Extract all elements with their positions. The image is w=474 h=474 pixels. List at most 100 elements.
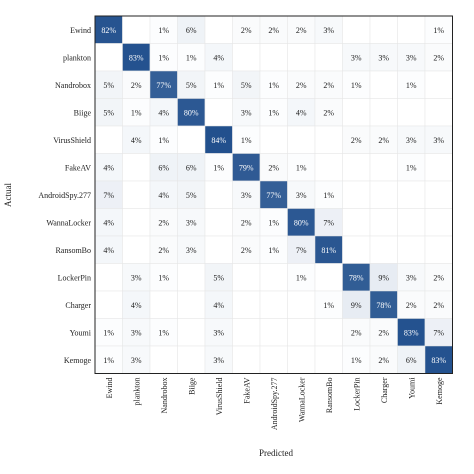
heatmap-cell [287, 15, 316, 44]
heatmap-cell [342, 180, 371, 209]
heatmap-cell [149, 235, 178, 264]
cell-value-label: 1% [186, 53, 197, 62]
heatmap-cell [122, 263, 151, 292]
heatmap-cell [94, 235, 123, 264]
heatmap-cell [369, 15, 398, 44]
heatmap-cell [232, 70, 261, 99]
x-tick-label-androidspy-277: AndroidSpy.277 [270, 378, 279, 431]
cell-value-label: 3% [131, 328, 142, 337]
y-tick-label-ransombo: RansomBo [55, 246, 91, 255]
cell-value-label: 1% [323, 191, 334, 200]
cell-value-label: 80% [184, 108, 199, 117]
cell-value-label: 4% [213, 53, 224, 62]
x-tick-label-lockerpin: LockerPin [352, 378, 361, 411]
cell-value-label: 1% [351, 81, 362, 90]
heatmap-cell [424, 15, 453, 44]
heatmap-cell [369, 43, 398, 72]
heatmap-cell [342, 98, 371, 127]
cell-value-label: 1% [131, 108, 142, 117]
cell-value-label: 1% [268, 218, 279, 227]
heatmap-cell [342, 153, 371, 182]
heatmap-cell [122, 125, 151, 154]
cell-value-label: 3% [433, 136, 444, 145]
cell-value-label: 2% [351, 328, 362, 337]
cell-value-label: 3% [406, 53, 417, 62]
heatmap-cell [232, 43, 261, 72]
heatmap-cell [94, 345, 123, 374]
heatmap-cell [369, 70, 398, 99]
cell-value-label: 2% [241, 218, 252, 227]
cell-value-label: 3% [131, 273, 142, 282]
heatmap-cell [397, 153, 426, 182]
cell-value-label: 2% [268, 163, 279, 172]
cell-value-label: 7% [296, 246, 307, 255]
heatmap-cell [369, 290, 398, 319]
heatmap-cell [232, 125, 261, 154]
cell-value-label: 3% [378, 53, 389, 62]
cell-value-label: 1% [351, 356, 362, 365]
heatmap-cell [259, 70, 288, 99]
heatmap-cell [94, 318, 123, 347]
heatmap-cell [122, 318, 151, 347]
cell-value-label: 83% [129, 53, 144, 62]
cell-value-label: 1% [158, 136, 169, 145]
heatmap-cell [287, 43, 316, 72]
cell-value-label: 2% [406, 301, 417, 310]
heatmap-cell [204, 15, 233, 44]
cell-value-label: 78% [376, 301, 391, 310]
heatmap-cell [177, 263, 206, 292]
heatmap-cell [232, 263, 261, 292]
cell-value-label: 2% [378, 356, 389, 365]
y-tick-label-kemoge: Kemoge [64, 356, 92, 365]
cell-value-label: 2% [323, 81, 334, 90]
heatmap-cell [232, 318, 261, 347]
cell-value-label: 2% [241, 26, 252, 35]
heatmap-cell [259, 263, 288, 292]
heatmap-cell [287, 125, 316, 154]
cell-value-label: 1% [406, 163, 417, 172]
heatmap-cell [287, 318, 316, 347]
heatmap-cell [259, 235, 288, 264]
cell-value-label: 2% [378, 136, 389, 145]
heatmap-cell [149, 263, 178, 292]
heatmap-cell [94, 43, 123, 72]
heatmap-cell [397, 263, 426, 292]
y-tick-labels: Ewind plankton Nandrobox Biige VirusShield Fa… [38, 26, 91, 365]
cell-value-label: 1% [296, 273, 307, 282]
x-tick-label-ransombo: RansomBo [325, 378, 334, 414]
cell-value-label: 6% [406, 356, 417, 365]
heatmap-cell [232, 180, 261, 209]
heatmap-cell [204, 345, 233, 374]
cell-value-label: 77% [156, 81, 171, 90]
heatmap-cell [232, 290, 261, 319]
heatmap-cell [314, 345, 343, 374]
cell-value-label: 5% [241, 81, 252, 90]
cell-value-label: 3% [213, 328, 224, 337]
heatmap-cell [369, 235, 398, 264]
cell-value-label: 3% [241, 108, 252, 117]
heatmap-cell [369, 153, 398, 182]
heatmap-cell [204, 98, 233, 127]
heatmap-cell [424, 345, 453, 374]
x-tick-label-virusshield: VirusShield [215, 378, 224, 416]
heatmap-cell [369, 180, 398, 209]
heatmap-cell [177, 235, 206, 264]
heatmap-cell [177, 180, 206, 209]
heatmap-cell [342, 208, 371, 237]
x-tick-label-fakeav: FakeAV [242, 377, 251, 403]
heatmap-cell [177, 345, 206, 374]
cell-value-label: 1% [268, 81, 279, 90]
cell-value-label: 4% [103, 246, 114, 255]
heatmap-cell [287, 345, 316, 374]
cell-value-label: 5% [213, 273, 224, 282]
cell-value-label: 82% [101, 26, 116, 35]
cell-value-label: 3% [213, 356, 224, 365]
cell-value-label: 6% [158, 163, 169, 172]
heatmap-cell [232, 345, 261, 374]
heatmap-cell [149, 153, 178, 182]
heatmap-cell [204, 263, 233, 292]
cell-value-label: 1% [296, 163, 307, 172]
cell-value-label: 1% [103, 356, 114, 365]
cell-value-label: 4% [296, 108, 307, 117]
heatmap-cell [314, 43, 343, 72]
